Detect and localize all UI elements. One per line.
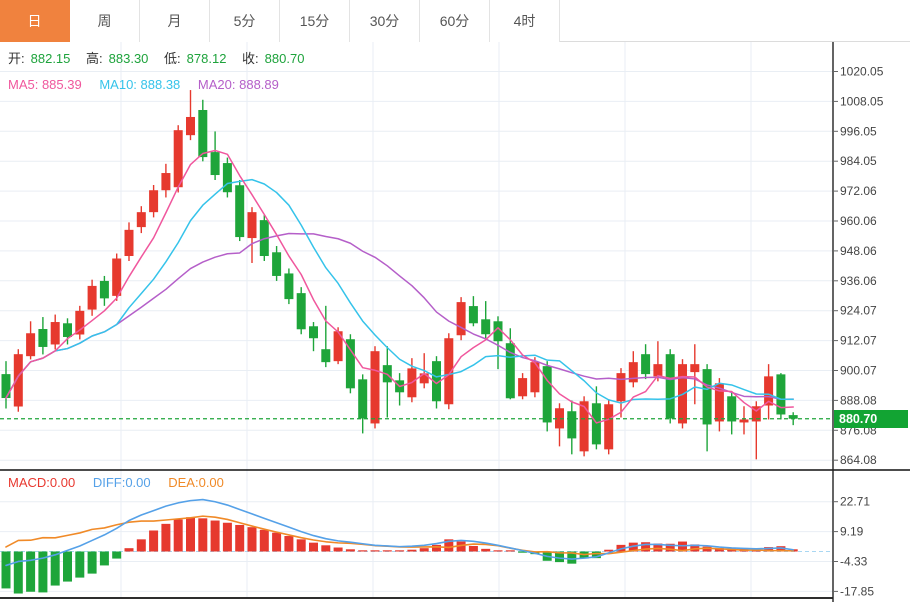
- macd-legend-row: MACD:0.00 DIFF:0.00 DEA:0.00: [8, 475, 230, 490]
- current-price-badge: 880.70: [834, 410, 908, 428]
- low-label: 低:: [164, 51, 181, 66]
- svg-text:900.07: 900.07: [840, 364, 877, 378]
- ma20-legend: MA20: 888.89: [197, 77, 279, 92]
- tab-period-4[interactable]: 15分: [280, 0, 350, 42]
- close-label: 收:: [242, 51, 259, 66]
- ma-legend-row: MA5: 885.39 MA10: 888.38 MA20: 888.89: [8, 77, 285, 92]
- tab-period-1[interactable]: 周: [70, 0, 140, 42]
- tab-period-2[interactable]: 月: [140, 0, 210, 42]
- svg-text:912.07: 912.07: [840, 334, 877, 348]
- svg-text:960.06: 960.06: [840, 214, 877, 228]
- macd-value: MACD:0.00: [8, 475, 76, 490]
- high-value: 883.30: [108, 51, 149, 66]
- svg-text:1020.05: 1020.05: [840, 65, 884, 79]
- period-tabbar: 日周月 5分 15分 30分 60分 4时: [0, 0, 910, 42]
- tab-period-0[interactable]: 日: [0, 0, 70, 42]
- open-label: 开:: [8, 51, 25, 66]
- svg-text:972.06: 972.06: [840, 184, 877, 198]
- tab-period-6[interactable]: 60分: [420, 0, 490, 42]
- tab-period-5[interactable]: 30分: [350, 0, 420, 42]
- ohlc-row: 开: 882.15 高: 883.30 低: 878.12 收: 880.70: [8, 48, 316, 67]
- svg-text:-17.85: -17.85: [840, 584, 874, 598]
- svg-text:888.08: 888.08: [840, 393, 877, 407]
- svg-text:924.07: 924.07: [840, 304, 877, 318]
- ma5-legend: MA5: 885.39: [8, 77, 82, 92]
- diff-value: DIFF:0.00: [92, 475, 151, 490]
- high-label: 高:: [86, 51, 103, 66]
- dea-value: DEA:0.00: [168, 475, 224, 490]
- svg-text:-4.33: -4.33: [840, 555, 868, 569]
- svg-text:984.05: 984.05: [840, 154, 877, 168]
- svg-text:9.19: 9.19: [840, 525, 864, 539]
- svg-text:936.06: 936.06: [840, 274, 877, 288]
- svg-text:996.05: 996.05: [840, 124, 877, 138]
- close-value: 880.70: [264, 51, 305, 66]
- svg-text:948.06: 948.06: [840, 244, 877, 258]
- tab-period-3[interactable]: 5分: [210, 0, 280, 42]
- svg-text:22.71: 22.71: [840, 495, 870, 509]
- low-value: 878.12: [186, 51, 227, 66]
- open-value: 882.15: [30, 51, 71, 66]
- tab-period-7[interactable]: 4时: [490, 0, 560, 42]
- svg-text:1008.05: 1008.05: [840, 94, 884, 108]
- ma10-legend: MA10: 888.38: [99, 77, 181, 92]
- svg-text:864.08: 864.08: [840, 453, 877, 467]
